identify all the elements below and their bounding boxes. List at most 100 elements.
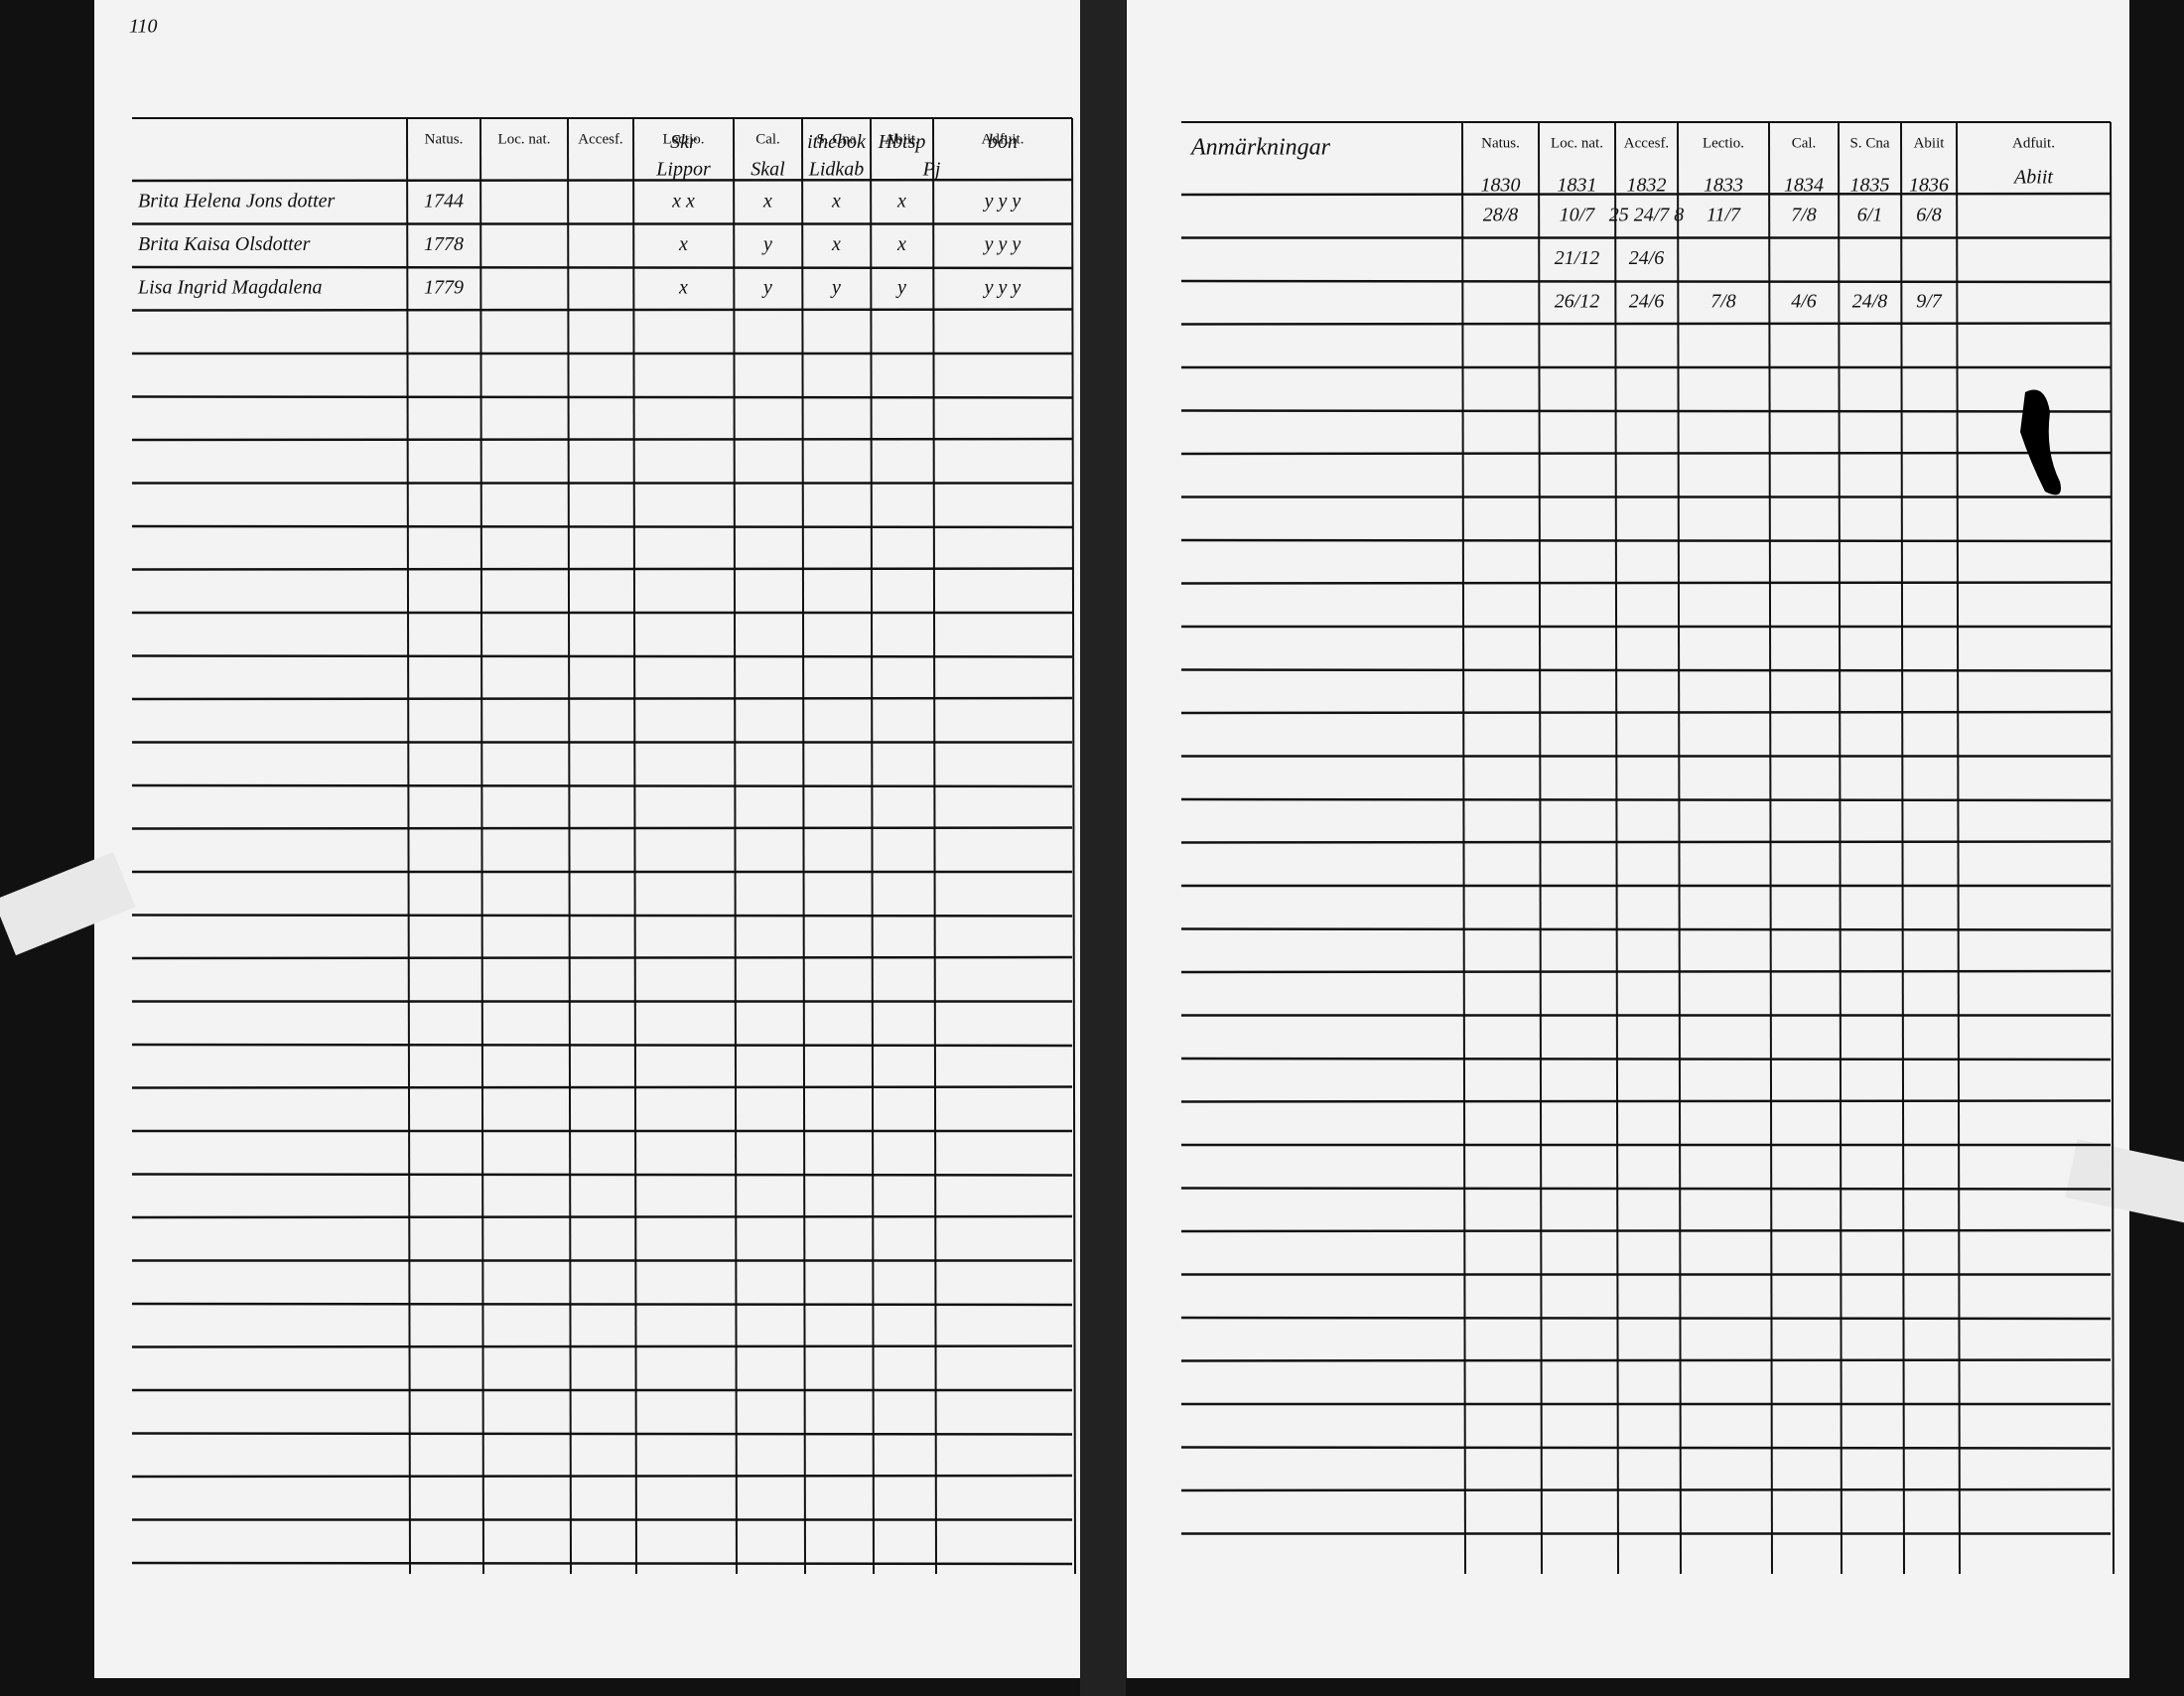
handwritten-entry: x bbox=[678, 277, 688, 299]
handwritten-entry: 1744 bbox=[424, 191, 464, 212]
rule bbox=[1180, 1187, 2112, 1191]
rule bbox=[131, 955, 1073, 960]
rule bbox=[1180, 322, 2112, 326]
handwritten-entry: y y y bbox=[983, 277, 1022, 299]
rule bbox=[1180, 668, 2112, 672]
column-rule bbox=[1900, 121, 1905, 1575]
rule bbox=[131, 1043, 1073, 1048]
right-sheet bbox=[1127, 0, 2129, 1678]
column-rule bbox=[2110, 121, 2115, 1575]
column-rule bbox=[1538, 121, 1543, 1575]
header-annotation: Skal bbox=[751, 159, 785, 181]
column-header: Abiit. bbox=[885, 131, 919, 147]
column-header: Loc. nat. bbox=[498, 131, 551, 147]
column-header: Loc. nat. bbox=[1551, 135, 1603, 151]
handwritten-entry: 24/8 bbox=[1852, 291, 1888, 313]
handwritten-entry: x bbox=[831, 191, 841, 212]
rule bbox=[131, 524, 1073, 529]
handwritten-entry: Hbtsp bbox=[878, 131, 926, 153]
column-header: Cal. bbox=[755, 131, 780, 147]
handwritten-entry: x bbox=[896, 191, 906, 212]
handwritten-entry: 1831 bbox=[1558, 175, 1597, 197]
handwritten-entry: y bbox=[830, 277, 841, 299]
gutter bbox=[1080, 0, 1126, 1696]
column-header: Lectio. bbox=[1703, 135, 1744, 151]
rule bbox=[131, 1173, 1073, 1177]
rule bbox=[131, 567, 1073, 571]
rule bbox=[1180, 969, 2112, 974]
handwritten-entry: x bbox=[896, 233, 906, 255]
rule bbox=[1180, 927, 2112, 931]
handwritten-entry: 7/8 bbox=[1710, 291, 1736, 313]
handwritten-entry: 1830 bbox=[1481, 175, 1521, 197]
column-header: S. Cna bbox=[816, 131, 856, 147]
handwritten-entry: 24/6 bbox=[1629, 247, 1665, 269]
handwritten-entry: 24/6 bbox=[1629, 291, 1665, 313]
handwritten-entry: x bbox=[678, 233, 688, 255]
rule bbox=[1180, 1358, 2112, 1362]
column-rule bbox=[1071, 117, 1076, 1575]
column-rule bbox=[406, 117, 411, 1575]
handwritten-entry: 10/7 bbox=[1560, 205, 1596, 226]
handwritten-entry: Brita Helena Jons dotter bbox=[138, 191, 336, 212]
rule bbox=[131, 178, 1073, 183]
rule bbox=[131, 1561, 1073, 1566]
tab bbox=[2065, 1139, 2184, 1224]
handwritten-entry: 4/6 bbox=[1791, 291, 1817, 313]
handwritten-entry: y bbox=[895, 277, 906, 299]
rule bbox=[131, 783, 1073, 788]
column-rule bbox=[801, 117, 806, 1575]
rule bbox=[1180, 279, 2112, 284]
handwritten-entry: 7/8 bbox=[1791, 205, 1817, 226]
rule bbox=[131, 826, 1073, 830]
rule bbox=[1180, 1228, 2112, 1233]
rule bbox=[131, 265, 1073, 270]
column-header: Adfuit. bbox=[982, 131, 1024, 147]
handwritten-entry: Skr bbox=[670, 131, 697, 153]
handwritten-entry: ithebok bbox=[807, 131, 867, 153]
rule bbox=[131, 1432, 1073, 1436]
handwritten-entry: 9/7 bbox=[1916, 291, 1943, 313]
handwritten-entry: x bbox=[762, 191, 772, 212]
handwritten-entry: y y y bbox=[983, 233, 1022, 255]
column-header: Cal. bbox=[1792, 135, 1817, 151]
column-rule bbox=[1768, 121, 1773, 1575]
column-header: Natus. bbox=[1481, 135, 1520, 151]
handwritten-entry: 1779 bbox=[424, 277, 464, 299]
column-rule bbox=[567, 117, 572, 1575]
rule bbox=[131, 914, 1073, 918]
column-rule bbox=[1838, 121, 1843, 1575]
handwritten-entry: y y y bbox=[983, 191, 1022, 212]
handwritten-entry: x bbox=[831, 233, 841, 255]
rule bbox=[1180, 192, 2112, 197]
handwritten-entry: 11/7 bbox=[1706, 205, 1741, 226]
rule bbox=[131, 1474, 1073, 1479]
handwritten-entry: x x bbox=[671, 191, 695, 212]
rule bbox=[1180, 1316, 2112, 1321]
handwritten-entry: 25 24/7 8 bbox=[1609, 205, 1685, 226]
column-header: Abiit bbox=[1914, 135, 1946, 151]
rule bbox=[1180, 581, 2112, 585]
handwritten-entry: 1835 bbox=[1850, 175, 1890, 197]
rule bbox=[131, 395, 1073, 399]
rule bbox=[131, 1344, 1073, 1348]
rule bbox=[131, 437, 1073, 442]
handwritten-entry: 1832 bbox=[1627, 175, 1667, 197]
column-header: Lectio. bbox=[662, 131, 704, 147]
handwritten-entry: bön bbox=[988, 131, 1018, 153]
handwritten-entry: 1836 bbox=[1909, 175, 1949, 197]
rule bbox=[1180, 1487, 2112, 1492]
handwritten-entry: Lisa Ingrid Magdalena bbox=[137, 277, 323, 299]
column-rule bbox=[1461, 121, 1466, 1575]
tab bbox=[0, 851, 136, 956]
rule bbox=[131, 696, 1073, 701]
column-header: S. Cna bbox=[1849, 135, 1889, 151]
rule bbox=[131, 1302, 1073, 1307]
column-rule bbox=[632, 117, 637, 1575]
left-sheet bbox=[94, 0, 1087, 1678]
rule bbox=[1180, 840, 2112, 844]
header-annotation: Lidkab bbox=[808, 159, 865, 181]
column-rule bbox=[479, 117, 484, 1575]
